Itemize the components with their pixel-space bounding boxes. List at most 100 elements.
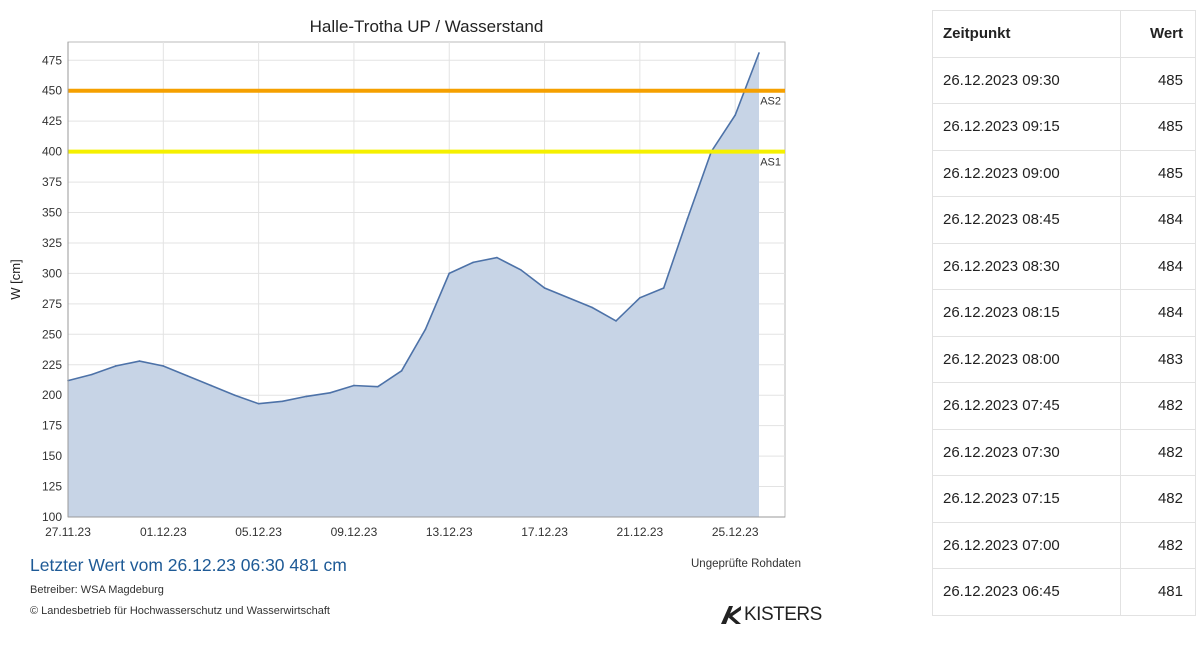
cell-time: 26.12.2023 09:15: [932, 103, 1121, 151]
y-tick-label: 325: [42, 236, 62, 250]
x-tick-label: 25.12.23: [712, 525, 759, 539]
chart-title: Halle-Trotha UP / Wasserstand: [310, 17, 544, 36]
x-tick-label: 13.12.23: [426, 525, 473, 539]
latest-value-text: Letzter Wert vom 26.12.23 06:30 481 cm: [30, 555, 347, 575]
x-tick-label: 21.12.23: [617, 525, 664, 539]
data-point: [257, 402, 260, 405]
threshold-label-as2: AS2: [760, 96, 781, 108]
data-point: [400, 370, 403, 372]
x-tick-label: 01.12.23: [140, 525, 187, 539]
y-tick-label: 275: [42, 297, 62, 311]
raw-data-note: Ungeprüfte Rohdaten: [691, 558, 801, 570]
cell-time: 26.12.2023 09:00: [932, 149, 1121, 197]
data-point: [543, 287, 546, 289]
operator-text: Betreiber: WSA Magdeburg: [30, 584, 164, 596]
copyright-text: © Landesbetrieb für Hochwasserschutz und…: [30, 605, 330, 617]
data-point: [591, 306, 594, 309]
cell-time: 26.12.2023 07:15: [932, 475, 1121, 523]
threshold-label-as1: AS1: [760, 157, 781, 169]
data-point: [210, 384, 212, 387]
cell-time: 26.12.2023 08:45: [932, 196, 1121, 244]
cell-value: 485: [1120, 149, 1196, 197]
data-point: [519, 268, 522, 271]
cell-time: 26.12.2023 09:30: [932, 56, 1121, 104]
y-tick-label: 225: [42, 358, 62, 372]
y-tick-label: 200: [42, 388, 62, 402]
kisters-logo: KISTERS: [721, 603, 822, 627]
cell-value: 484: [1120, 242, 1196, 290]
table-row: 26.12.2023 07:15 482: [932, 475, 1196, 523]
cell-value: 481: [1120, 568, 1196, 616]
y-tick-label: 400: [42, 145, 62, 159]
x-tick-label: 09.12.23: [331, 525, 378, 539]
data-point: [496, 256, 498, 259]
y-tick-label: 125: [42, 480, 62, 494]
data-point: [329, 391, 331, 394]
cell-time: 26.12.2023 08:30: [932, 242, 1121, 290]
data-point: [662, 287, 665, 289]
data-point: [734, 114, 736, 116]
data-point: [353, 384, 355, 387]
cell-value: 482: [1120, 382, 1196, 430]
y-tick-label: 150: [42, 449, 62, 463]
series-line: [67, 52, 760, 405]
table-row: 26.12.2023 08:30 484: [932, 242, 1196, 290]
table-row: 26.12.2023 07:00 482: [932, 521, 1196, 569]
cell-value: 483: [1120, 335, 1196, 383]
data-point: [186, 374, 188, 377]
table-row: 26.12.2023 06:45 481: [932, 568, 1196, 616]
data-point: [567, 296, 570, 299]
cell-time: 26.12.2023 08:15: [932, 289, 1121, 337]
cell-value: 482: [1120, 428, 1196, 476]
cell-time: 26.12.2023 06:45: [932, 568, 1121, 616]
header-wert[interactable]: Wert: [1120, 10, 1196, 58]
y-tick-label: 375: [42, 175, 62, 189]
table-row: 26.12.2023 09:30 485: [932, 56, 1196, 104]
data-point: [615, 320, 617, 322]
x-tick-label: 27.11.23: [45, 525, 91, 539]
values-table-container[interactable]: Zeitpunkt Wert 26.12.2023 09:30 485 26.12.…: [932, 10, 1196, 625]
y-tick-label: 250: [42, 327, 62, 341]
series-area: [68, 53, 759, 517]
data-point: [91, 373, 93, 376]
table-row: 26.12.2023 07:45 482: [932, 382, 1196, 430]
y-tick-label: 450: [42, 84, 62, 98]
y-axis-label: W [cm]: [8, 259, 23, 299]
cell-time: 26.12.2023 08:00: [932, 335, 1121, 383]
data-point: [114, 365, 117, 367]
x-tick-label: 17.12.23: [521, 525, 568, 539]
table-row: 26.12.2023 08:15 484: [932, 289, 1196, 337]
cell-value: 482: [1120, 475, 1196, 523]
water-level-chart: Halle-Trotha UP / Wasserstand 100 125 150 17…: [8, 17, 786, 539]
data-point: [758, 52, 760, 54]
y-tick-label: 425: [42, 114, 62, 128]
data-point: [472, 261, 474, 264]
kisters-k-icon: [721, 606, 741, 624]
cell-value: 482: [1120, 521, 1196, 569]
cell-time: 26.12.2023 07:45: [932, 382, 1121, 430]
table-row: 26.12.2023 09:00 485: [932, 149, 1196, 197]
data-point: [138, 360, 141, 362]
data-point: [448, 272, 451, 275]
cell-time: 26.12.2023 07:00: [932, 521, 1121, 569]
cell-value: 485: [1120, 103, 1196, 151]
data-point: [376, 385, 379, 388]
y-tick-label: 300: [42, 266, 62, 280]
table-header-row: Zeitpunkt Wert: [932, 10, 1196, 58]
brand-name: KISTERS: [744, 604, 822, 625]
cell-time: 26.12.2023 07:30: [932, 428, 1121, 476]
data-point: [233, 394, 236, 397]
data-point: [281, 400, 284, 403]
table-row: 26.12.2023 08:00 483: [932, 335, 1196, 383]
y-tick-label: 175: [42, 419, 62, 433]
header-zeitpunkt[interactable]: Zeitpunkt: [932, 10, 1121, 58]
table-row: 26.12.2023 09:15 485: [932, 103, 1196, 151]
data-point: [639, 296, 641, 299]
values-table: Zeitpunkt Wert 26.12.2023 09:30 485 26.12.…: [932, 10, 1196, 616]
y-tick-label: 350: [42, 206, 62, 220]
y-tick-label: 100: [42, 510, 62, 524]
data-point: [162, 365, 165, 367]
cell-value: 485: [1120, 56, 1196, 104]
data-point: [424, 328, 427, 331]
data-point: [686, 217, 689, 220]
